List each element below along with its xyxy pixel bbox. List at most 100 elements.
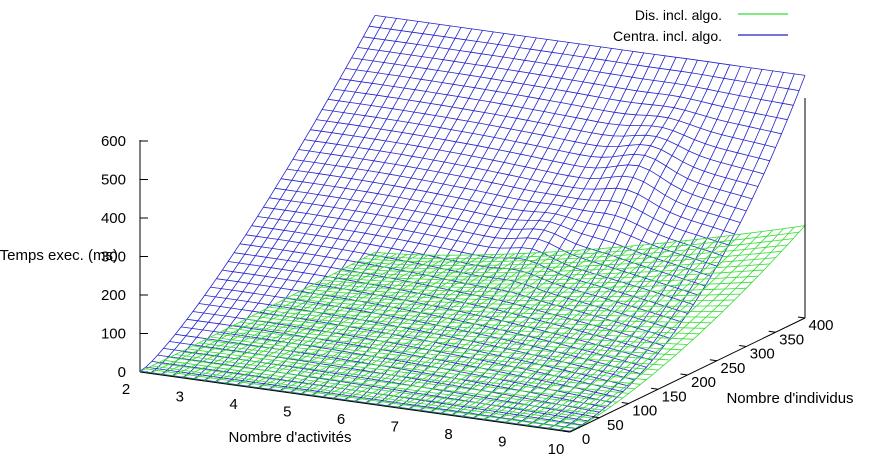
centra-grid-line-individuals <box>222 269 653 361</box>
centra-grid-line-individuals <box>157 354 588 422</box>
y-tick-mark <box>562 430 571 433</box>
centra-grid-line-individuals <box>175 333 606 408</box>
y-tick-label: 300 <box>750 346 775 363</box>
centra-grid-line-individuals <box>322 109 753 200</box>
x-tick-label: 3 <box>176 389 184 406</box>
y-tick-label: 350 <box>779 331 804 348</box>
z-axis-ticks: 0 100 200 300 400 500 600 <box>101 133 148 381</box>
dis-grid-line-individuals <box>245 318 676 356</box>
centra-grid-line-individuals <box>280 178 712 277</box>
dis-grid-line-individuals <box>269 306 700 335</box>
y-tick-label: 200 <box>691 374 716 391</box>
dis-grid-line-individuals <box>257 312 688 345</box>
dis-grid-line-individuals <box>151 365 582 426</box>
centra-grid-line-individuals <box>298 149 729 246</box>
z-axis-title: Temps exec. (ms) <box>0 247 118 264</box>
y-tick-label: 400 <box>808 317 833 334</box>
legend: Dis. incl. algo. Centra. incl. algo. <box>613 7 788 44</box>
dis-grid-line-individuals <box>275 303 706 329</box>
x-tick-label: 2 <box>122 381 130 398</box>
x-axis-title: Nombre d'activités <box>229 429 352 446</box>
dis-grid-line-individuals <box>327 275 759 285</box>
dis-grid-line-individuals <box>204 339 635 390</box>
z-tick-label: 200 <box>101 287 126 304</box>
dis-grid-line-individuals <box>374 225 806 256</box>
dis-grid-line-individuals <box>181 351 612 407</box>
centra-grid-line-individuals <box>257 216 688 314</box>
dis-grid-line-individuals <box>263 309 694 340</box>
dis-grid-line-individuals <box>298 291 729 307</box>
y-tick-mark <box>709 359 717 362</box>
centra-grid-line-individuals <box>339 78 770 162</box>
dis-grid-line-individuals <box>345 257 776 273</box>
x-tick-label: 7 <box>391 419 399 436</box>
y-tick-mark <box>680 373 688 376</box>
dis-grid-line-individuals <box>292 294 723 312</box>
centra-grid-line-individuals <box>357 47 788 121</box>
dis-grid-line-individuals <box>157 362 588 423</box>
dis-grid-line-individuals <box>363 238 794 263</box>
dis-grid-line-individuals <box>304 288 735 302</box>
dis-grid-line-individuals <box>222 330 653 376</box>
dis-grid-line-individuals <box>228 327 659 371</box>
dis-grid-line-individuals <box>216 333 647 381</box>
y-axis-title: Nombre d'individus <box>726 390 853 407</box>
dis-grid-line-individuals <box>233 324 665 366</box>
y-tick-mark <box>768 330 776 333</box>
dis-grid-line-individuals <box>239 321 670 361</box>
centra-grid-line-individuals <box>304 139 735 235</box>
dis-grid-line-activities <box>161 253 397 375</box>
x-tick-label: 6 <box>337 411 345 428</box>
dis-grid-line-individuals <box>186 348 618 403</box>
dis-grid-line-individuals <box>339 263 770 277</box>
surface-centra-incl-algo <box>139 15 806 432</box>
centra-grid-line-individuals <box>275 187 706 287</box>
y-tick-mark <box>739 345 747 347</box>
dis-grid-line-individuals <box>210 336 641 385</box>
centra-grid-line-individuals <box>210 286 641 375</box>
centra-grid-line-individuals <box>181 326 612 403</box>
centra-grid-line-individuals <box>251 225 682 323</box>
centra-grid-line-individuals <box>351 57 782 135</box>
centra-grid-line-individuals <box>369 25 800 91</box>
centra-grid-line-individuals <box>292 159 723 257</box>
dis-grid-line-individuals <box>175 354 606 411</box>
dis-grid-line-individuals <box>169 357 600 415</box>
y-tick-mark <box>621 402 629 404</box>
x-axis-ticks: 2 3 4 5 6 7 8 9 10 <box>122 381 565 458</box>
y-tick-label: 100 <box>632 403 657 420</box>
y-tick-label: 150 <box>662 388 687 405</box>
dis-grid-line-individuals <box>198 342 629 394</box>
z-tick-label: 300 <box>101 249 126 266</box>
dis-grid-line-individuals <box>163 359 594 419</box>
z-tick-label: 0 <box>118 364 126 381</box>
y-tick-label: 0 <box>582 431 590 448</box>
centra-grid-line-activities <box>440 57 677 414</box>
x-tick-label: 4 <box>229 396 237 413</box>
dis-grid-line-individuals <box>280 300 712 324</box>
dis-grid-line-individuals <box>145 368 576 430</box>
centra-grid-line-individuals <box>327 98 759 187</box>
centra-grid-line-individuals <box>345 68 776 148</box>
dis-grid-line-individuals <box>310 285 741 297</box>
centra-grid-line-individuals <box>286 168 718 267</box>
x-tick-label: 9 <box>498 434 506 451</box>
y-tick-label: 250 <box>720 360 745 377</box>
dis-grid-line-individuals <box>251 315 682 351</box>
centra-grid-line-individuals <box>363 36 794 106</box>
legend-label-dis: Dis. incl. algo. <box>635 7 722 23</box>
centra-grid-line-individuals <box>316 119 747 212</box>
y-tick-mark <box>797 316 806 319</box>
x-tick-label: 10 <box>548 441 565 458</box>
centra-grid-line-individuals <box>310 129 741 223</box>
centra-grid-line-individuals <box>145 366 576 429</box>
dis-grid-line-individuals <box>351 250 782 270</box>
centra-grid-line-individuals <box>374 15 806 76</box>
dis-grid-line-activities <box>182 254 419 378</box>
x-axis-line <box>139 371 571 433</box>
z-tick-label: 500 <box>101 172 126 189</box>
z-tick-label: 100 <box>101 326 126 343</box>
y-tick-mark <box>592 416 600 419</box>
z-tick-label: 600 <box>101 133 126 150</box>
dis-grid-line-individuals <box>192 345 623 399</box>
